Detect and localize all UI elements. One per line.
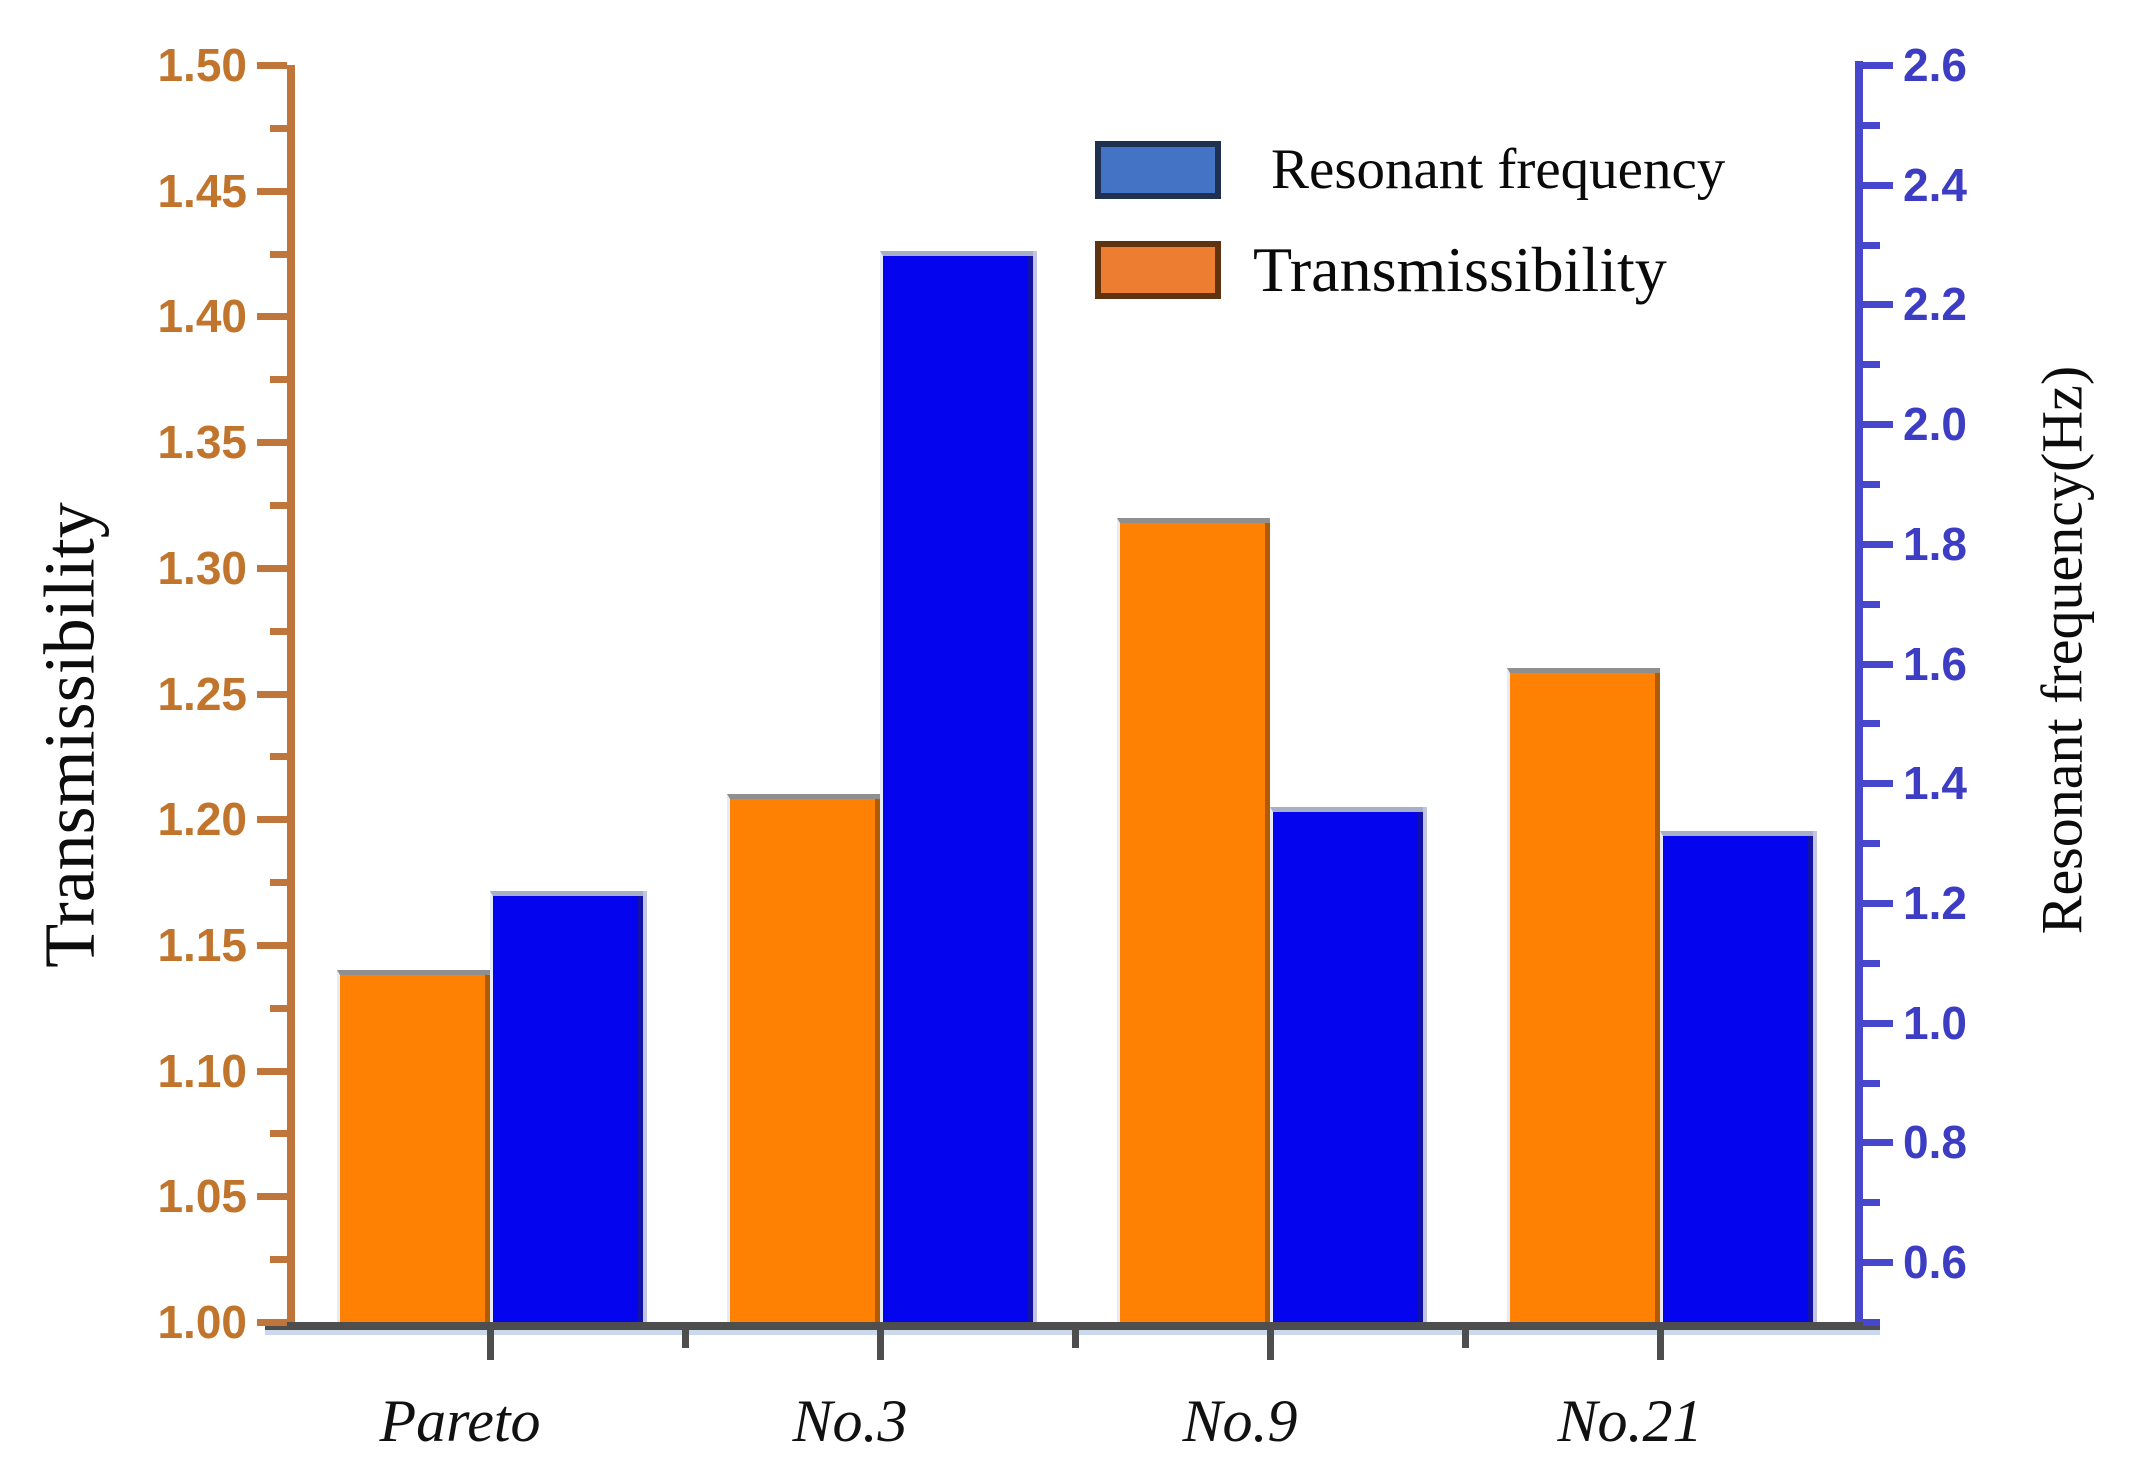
left-axis-tick-label: 1.15 xyxy=(157,918,247,971)
x-axis-minor-tick xyxy=(682,1330,689,1348)
right-axis-tick-label: 0.8 xyxy=(1903,1116,1967,1169)
left-axis-major-tick xyxy=(257,1319,287,1326)
x-category-label-no21: No.21 xyxy=(1557,1388,1703,1454)
left-axis-tick-label: 1.45 xyxy=(157,164,247,217)
right-axis-major-tick xyxy=(1863,780,1893,788)
x-axis-line xyxy=(265,1322,1880,1330)
bar-transmissibility-pareto xyxy=(337,970,490,1322)
left-axis-tick-label: 1.00 xyxy=(157,1296,247,1348)
left-axis-tick-label: 1.50 xyxy=(157,39,247,91)
left-axis-major-tick xyxy=(257,313,287,321)
right-axis-minor-tick xyxy=(1863,959,1880,967)
right-axis-major-tick xyxy=(1863,181,1893,189)
bar-transmissibility-no21 xyxy=(1507,668,1660,1322)
right-axis-major-tick xyxy=(1863,1139,1893,1147)
bar-transmissibility-no3 xyxy=(727,794,880,1322)
x-axis-major-tick xyxy=(487,1330,494,1360)
right-axis-major-tick xyxy=(1863,301,1893,309)
left-axis-minor-tick xyxy=(270,627,287,635)
legend-entry-resonant-frequency: Resonant frequency xyxy=(1095,137,1725,202)
left-axis-minor-tick xyxy=(270,376,287,384)
left-axis-major-tick xyxy=(257,941,287,949)
right-axis-tick-label: 2.2 xyxy=(1903,278,1967,331)
right-axis-tick-label: 0.6 xyxy=(1903,1236,1967,1289)
legend-swatch-resonant-frequency xyxy=(1095,140,1221,199)
left-axis-minor-tick xyxy=(270,501,287,509)
x-category-label-no3: No.3 xyxy=(792,1388,908,1454)
left-axis-tick-label: 1.20 xyxy=(157,793,247,846)
left-axis-minor-tick xyxy=(270,250,287,258)
right-axis-major-tick xyxy=(1863,1259,1893,1267)
left-axis-minor-tick xyxy=(270,879,287,887)
legend-swatch-transmissibility xyxy=(1095,241,1221,299)
left-axis-major-tick xyxy=(257,439,287,447)
right-axis-minor-tick xyxy=(1863,720,1880,728)
left-axis-minor-tick xyxy=(270,753,287,761)
left-axis-major-tick xyxy=(257,62,287,69)
right-axis-tick-label: 2.4 xyxy=(1903,158,1967,211)
legend-label-transmissibility: Transmissibility xyxy=(1253,234,1667,305)
left-axis-tick-label: 1.10 xyxy=(157,1044,247,1097)
legend-label-resonant-frequency: Resonant frequency xyxy=(1271,138,1726,201)
x-axis-major-tick xyxy=(877,1330,884,1360)
left-axis-major-tick xyxy=(257,187,287,195)
bar-transmissibility-no9 xyxy=(1117,517,1270,1322)
right-axis-major-tick xyxy=(1863,421,1893,429)
right-axis-tick-label: 1.4 xyxy=(1903,757,1967,810)
left-axis-tick-label: 1.35 xyxy=(157,416,247,469)
legend-entry-transmissibility: Transmissibility xyxy=(1095,233,1667,307)
x-axis-major-tick xyxy=(1657,1330,1664,1360)
right-axis-line xyxy=(1855,61,1863,1326)
right-axis-tick-label: 2.6 xyxy=(1903,39,1967,91)
left-axis-tick-label: 1.05 xyxy=(157,1170,247,1223)
bar-resonant-frequency-no3 xyxy=(880,250,1033,1322)
left-axis-major-tick xyxy=(257,690,287,698)
x-category-label-pareto: Pareto xyxy=(379,1388,541,1454)
right-axis-tick-label: 1.0 xyxy=(1903,996,1967,1049)
right-axis-major-tick xyxy=(1863,1019,1893,1027)
right-axis-major-tick xyxy=(1863,62,1893,69)
left-axis-minor-tick xyxy=(270,1004,287,1012)
x-axis-major-tick xyxy=(1267,1330,1274,1360)
right-axis-minor-tick xyxy=(1863,481,1880,488)
right-axis-minor-tick xyxy=(1863,600,1880,608)
bar-resonant-frequency-no9 xyxy=(1270,807,1423,1322)
bar-resonant-frequency-no21 xyxy=(1660,831,1813,1322)
left-axis-major-tick xyxy=(257,564,287,572)
left-axis-minor-tick xyxy=(270,1256,287,1264)
right-axis-tick-label: 1.2 xyxy=(1903,877,1967,929)
right-axis-major-tick xyxy=(1863,900,1893,907)
left-axis-tick-label: 1.40 xyxy=(157,290,247,343)
left-axis-major-tick xyxy=(257,1193,287,1201)
right-axis-minor-tick xyxy=(1863,361,1880,369)
right-axis-major-tick xyxy=(1863,540,1893,548)
left-axis-tick-label: 1.25 xyxy=(157,667,247,720)
x-category-label-no9: No.9 xyxy=(1182,1388,1298,1454)
right-axis-tick-label: 1.8 xyxy=(1903,517,1967,570)
right-axis-major-tick xyxy=(1863,660,1893,668)
right-axis-minor-tick xyxy=(1863,1199,1880,1207)
right-axis-minor-tick xyxy=(1863,1079,1880,1087)
left-axis-major-tick xyxy=(257,1067,287,1075)
x-axis-minor-tick xyxy=(1462,1330,1469,1348)
x-axis-minor-tick xyxy=(1072,1330,1079,1348)
right-axis-tick-label: 1.6 xyxy=(1903,637,1967,690)
right-axis-minor-tick xyxy=(1863,241,1880,249)
right-axis-minor-tick xyxy=(1863,1319,1880,1326)
right-axis-minor-tick xyxy=(1863,121,1880,129)
left-axis-major-tick xyxy=(257,816,287,824)
left-axis-minor-tick xyxy=(270,1130,287,1138)
left-axis-tick-label: 1.30 xyxy=(157,541,247,594)
right-axis-minor-tick xyxy=(1863,840,1880,848)
left-axis-minor-tick xyxy=(270,124,287,132)
right-axis-tick-label: 2.0 xyxy=(1903,398,1967,451)
bar-resonant-frequency-pareto xyxy=(490,891,643,1322)
left-axis-line xyxy=(287,65,295,1322)
